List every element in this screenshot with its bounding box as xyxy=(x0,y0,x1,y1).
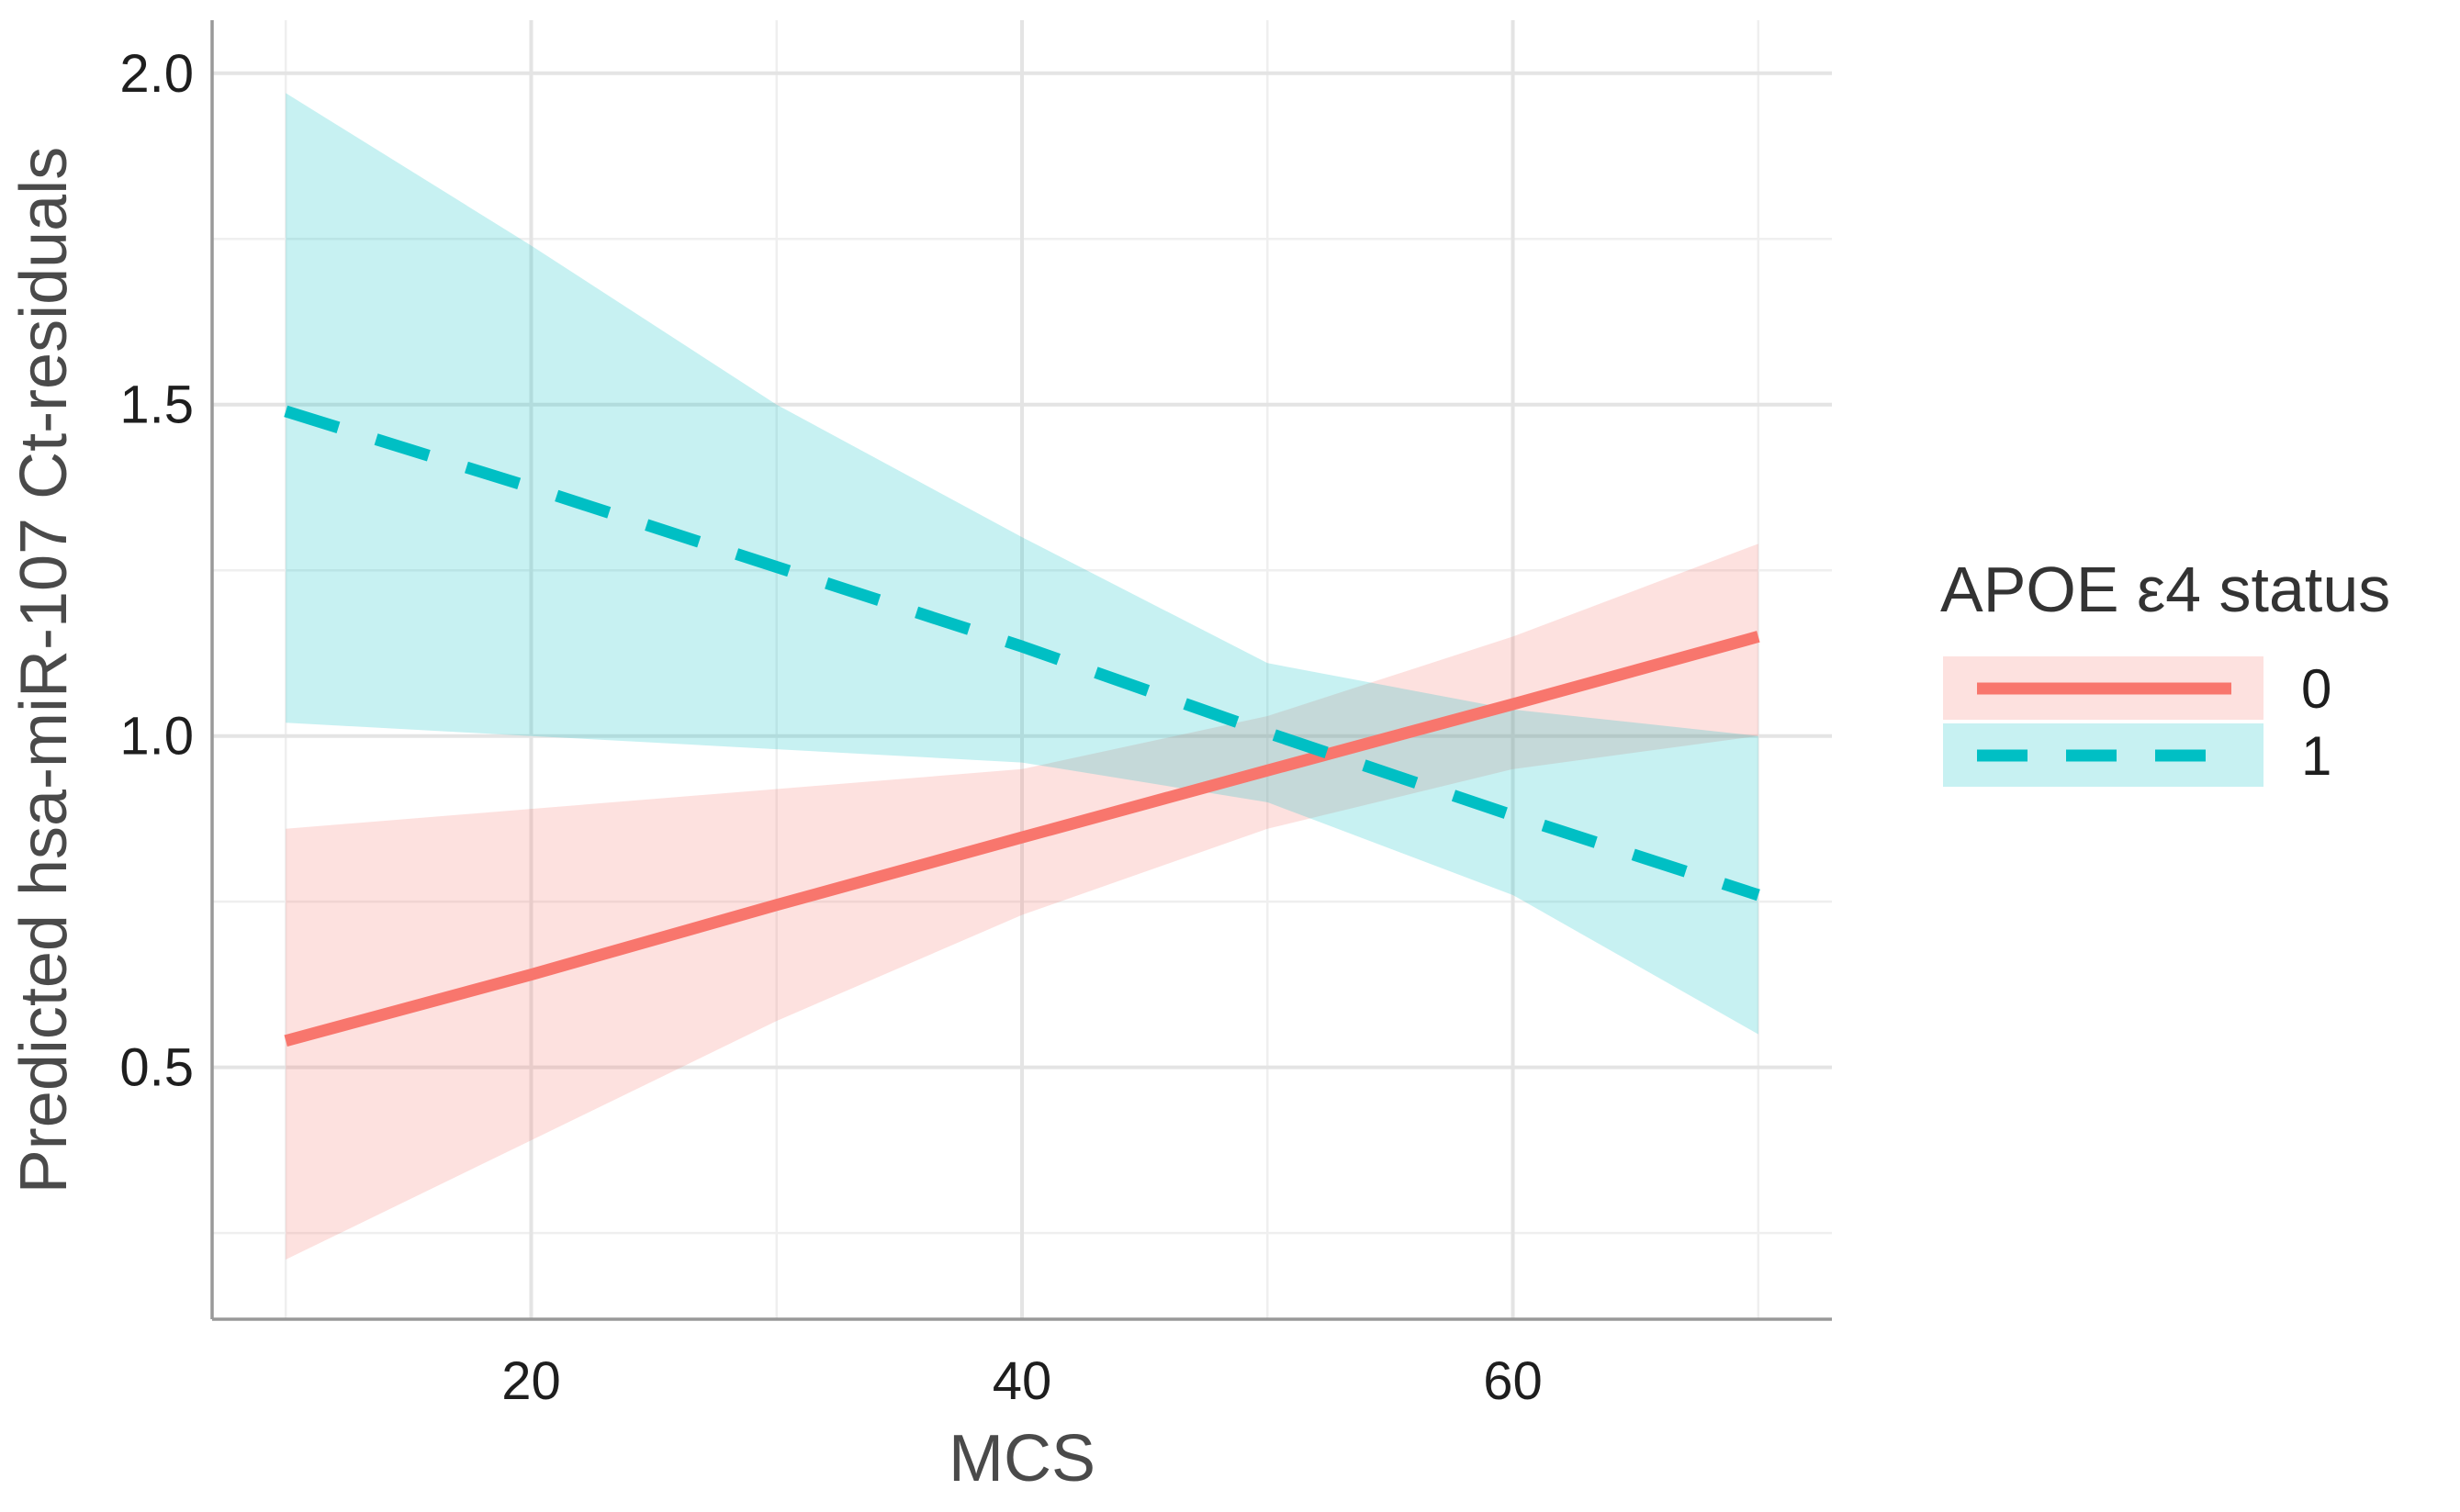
tick-labels: 20 40 60 0.5 1.0 1.5 2.0 xyxy=(119,44,1542,1411)
x-axis-title: MCS xyxy=(949,1422,1095,1495)
x-tick-label: 60 xyxy=(1483,1351,1543,1411)
x-tick-label: 40 xyxy=(993,1351,1052,1411)
legend-label: 1 xyxy=(2301,725,2331,787)
axes xyxy=(210,20,1832,1321)
y-axis-title: Predicted hsa-miR-107 Ct-residuals xyxy=(7,147,81,1193)
confidence-bands xyxy=(286,93,1758,1260)
x-tick-label: 20 xyxy=(501,1351,561,1411)
grid xyxy=(212,20,1832,1319)
legend-title: APOE ε4 status xyxy=(1940,554,2390,625)
line-series-0 xyxy=(284,631,1760,1047)
y-tick-label: 1.0 xyxy=(119,707,194,767)
y-tick-label: 2.0 xyxy=(119,44,194,104)
legend-items: 01 xyxy=(1943,656,2331,787)
y-tick-label: 0.5 xyxy=(119,1038,194,1098)
legend-item-series-0: 0 xyxy=(1943,656,2331,720)
legend-label: 0 xyxy=(2301,658,2331,720)
confidence-band-series-1 xyxy=(286,93,1758,1035)
y-tick-label: 1.5 xyxy=(119,375,194,435)
confidence-band-series-0 xyxy=(286,543,1758,1260)
legend: APOE ε4 status 01 xyxy=(1940,554,2390,787)
series-lines xyxy=(284,405,1760,1047)
legend-item-series-1: 1 xyxy=(1943,723,2331,787)
line-series-1 xyxy=(284,405,1760,902)
